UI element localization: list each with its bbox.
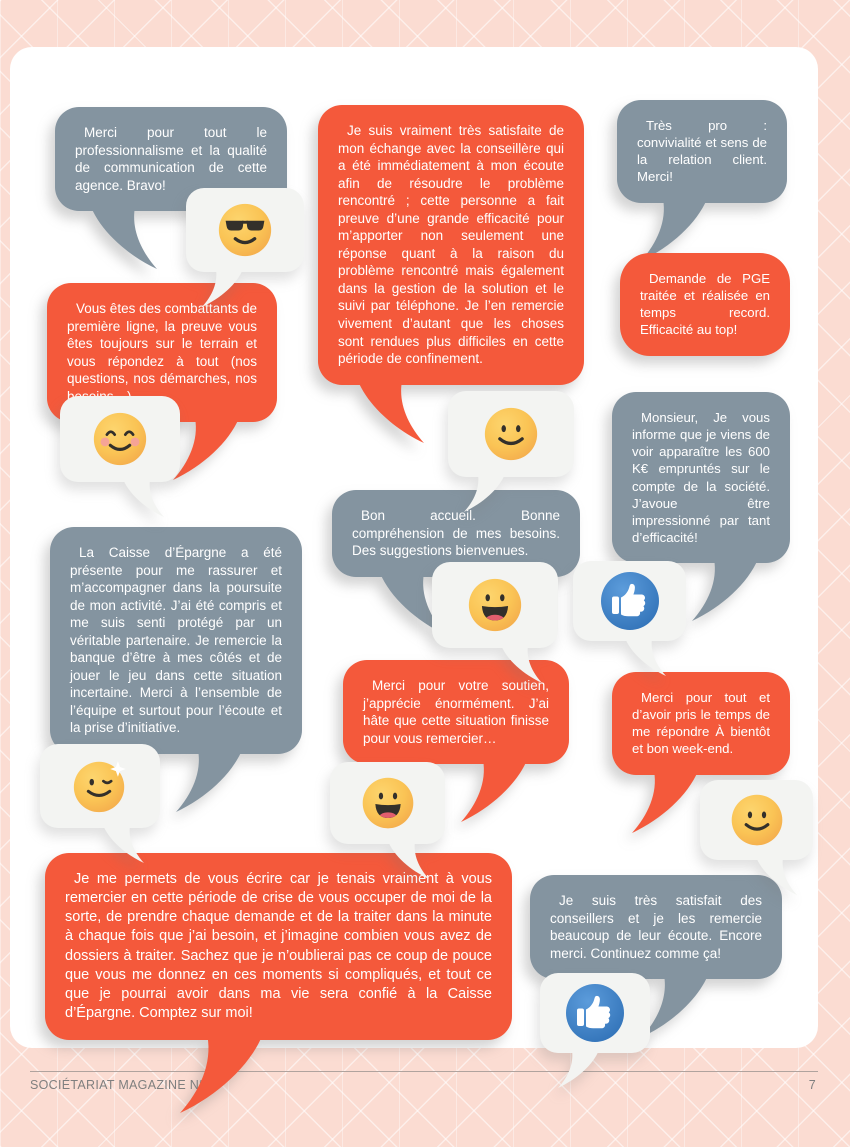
bubble-text: La Caisse d’Épargne a été présente pour … [70, 545, 282, 736]
testimonial-bubble-week-end: Merci pour tout et d’avoir pris le temps… [612, 672, 790, 833]
bubble-text: Vous êtes des combattants de première li… [67, 301, 257, 404]
testimonial-bubble-demande-pge: Demande de PGE traitée et réalisée en te… [620, 253, 790, 356]
speech-tail [103, 825, 144, 863]
speech-tail [756, 857, 797, 895]
laughing-smiley-icon [468, 578, 522, 632]
winking-smiley-icon [73, 761, 126, 813]
smiley-icon [484, 407, 538, 461]
bubble-text: Je me permets de vous écrire car je tena… [65, 871, 492, 1021]
sunglasses-smiley-icon [218, 203, 272, 257]
emoji-bubble [330, 762, 445, 879]
emoji-bubble [700, 780, 813, 895]
speech-tail [558, 1050, 599, 1088]
speech-tail [123, 479, 164, 517]
blushing-smiley-icon [93, 412, 147, 466]
laughing-smiley-icon [362, 777, 413, 829]
speech-tail [180, 1036, 263, 1114]
speech-tail [173, 418, 239, 481]
speech-tail [388, 841, 429, 879]
footer-rule [30, 1071, 818, 1072]
bubble-text: Merci pour votre soutien, j’apprécie éno… [363, 678, 549, 746]
footer-page-number: 7 [808, 1078, 816, 1092]
bubble-text: Demande de PGE traitée et réalisée en te… [640, 271, 770, 338]
speech-tail [358, 380, 424, 443]
speech-tail [380, 572, 446, 635]
testimonial-bubble-tres-pro: Très pro : convivialité et sens de la re… [617, 100, 787, 261]
speech-tail [641, 198, 707, 261]
speech-tail [461, 760, 527, 823]
emoji-bubble [540, 973, 650, 1088]
testimonial-bubble-satisfaite: Je suis vraiment très satisfaite de mon … [318, 105, 584, 443]
bubble-text: Très pro : convivialité et sens de la re… [637, 118, 767, 185]
testimonial-bubble-professionnalisme: Merci pour tout le professionnalisme et … [55, 107, 287, 270]
testimonial-bubble-soutien: Merci pour votre soutien, j’apprécie éno… [343, 660, 569, 823]
emoji-bubble [186, 188, 304, 307]
testimonial-bubble-ecrire: Je me permets de vous écrire car je tena… [45, 853, 512, 1114]
testimonial-bubble-conseillers: Je suis très satisfait des conseillers e… [530, 875, 782, 1038]
speech-tail [464, 474, 505, 512]
speech-tail [501, 645, 542, 683]
emoji-bubble [448, 391, 574, 512]
emoji-bubble [60, 396, 180, 517]
bubble-text: Je suis vraiment très satisfaite de mon … [338, 123, 564, 367]
thumbs-up-icon [600, 572, 659, 630]
smiley-icon [731, 794, 782, 846]
bubble-text: Merci pour tout et d’avoir pris le temps… [632, 690, 770, 757]
speech-tail [91, 207, 157, 270]
speech-tail [625, 638, 666, 676]
speech-tail [692, 559, 758, 622]
speech-tail [632, 770, 698, 833]
footer-magazine-title: SOCIÉTARIAT MAGAZINE N°32 [30, 1078, 219, 1092]
bubble-text: Merci pour tout le professionnalisme et … [75, 125, 267, 193]
speech-tail [642, 975, 708, 1038]
emoji-bubble [432, 562, 558, 683]
bubble-text: Bon accueil. Bonne compréhension de mes … [352, 508, 560, 559]
bubble-text: Je suis très satisfait des conseillers e… [550, 893, 762, 961]
speech-tail [202, 269, 243, 307]
thumbs-up-icon [566, 984, 624, 1042]
testimonial-bubble-600-keuros: Monsieur, Je vous informe que je viens d… [612, 392, 790, 622]
testimonial-bubble-caisse-epargne: La Caisse d’Épargne a été présente pour … [50, 527, 302, 813]
bubble-text: Monsieur, Je vous informe que je viens d… [632, 410, 770, 546]
emoji-bubble [573, 561, 686, 676]
emoji-bubble [40, 744, 160, 863]
speech-tail [176, 750, 242, 813]
